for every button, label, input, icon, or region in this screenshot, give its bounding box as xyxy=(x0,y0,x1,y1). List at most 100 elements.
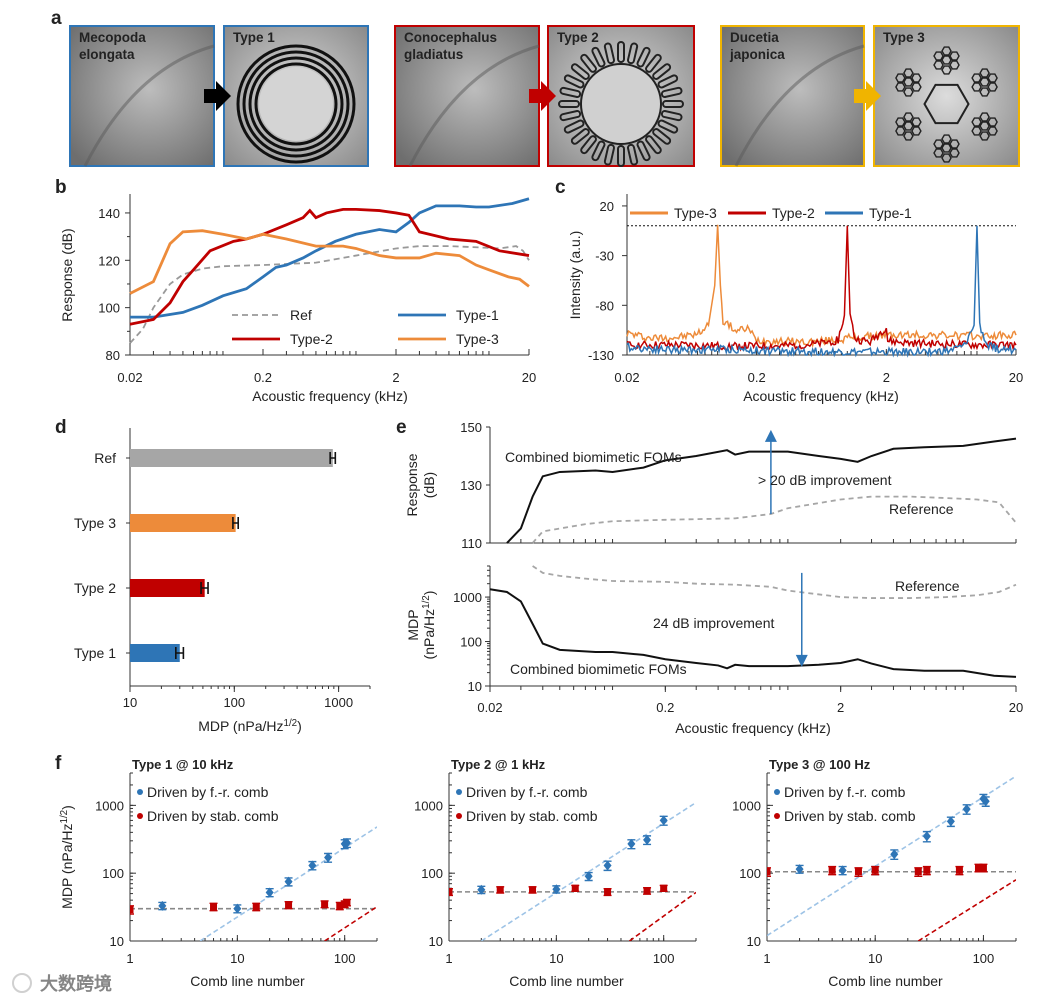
y-axis-label: (nPa/Hz1/2) xyxy=(421,591,437,660)
comb-tooth xyxy=(657,74,679,89)
legend-entry: Type-3 xyxy=(456,331,499,347)
image-label: Ducetia xyxy=(730,30,779,45)
y-axis-label: Intensity (a.u.) xyxy=(567,231,583,320)
image-label: elongata xyxy=(79,47,135,62)
comb-tooth xyxy=(617,41,625,63)
y-axis-label: Response xyxy=(404,453,420,516)
bar-type-2 xyxy=(130,579,205,597)
data-point xyxy=(838,865,847,876)
hex-cell xyxy=(949,60,960,70)
data-point xyxy=(871,866,879,874)
comb-tooth xyxy=(645,53,662,73)
x-tick-label: 0.2 xyxy=(748,370,766,385)
hex-cell xyxy=(933,148,944,158)
data-point xyxy=(342,837,351,848)
panel-a-images: Mecopoda elongata Type 1 Conocephalus gladia… xyxy=(69,25,1020,167)
legend-entry: Driven by stab. comb xyxy=(784,808,916,824)
image-insect: Ducetia japonica xyxy=(720,25,865,167)
error-bar xyxy=(329,452,337,464)
panel-c-chart: 0.02 0.2 2 20 -130 -80 -30 20 Acoustic frequency… xyxy=(567,194,1023,404)
comb-tooth xyxy=(591,140,606,162)
comb-tooth xyxy=(580,135,597,155)
series-label: Combined biomimetic FOMs xyxy=(510,661,687,677)
x-axis-label: Acoustic frequency (kHz) xyxy=(743,388,899,404)
annotation: 24 dB improvement xyxy=(653,615,775,631)
watermark-logo-icon xyxy=(12,973,32,993)
hex-cell xyxy=(911,82,922,92)
x-tick-label: 100 xyxy=(334,951,356,966)
image-frame xyxy=(720,25,865,167)
comb-tooth xyxy=(652,63,672,80)
y-tick-label: 20 xyxy=(600,199,614,214)
ring xyxy=(254,62,338,146)
data-point xyxy=(324,852,333,863)
hex-cell xyxy=(933,60,944,70)
y-tick-label: 100 xyxy=(421,866,443,881)
data-point xyxy=(659,815,668,826)
data-point xyxy=(158,900,167,911)
axis-label-superscript: 1/2 xyxy=(421,595,432,609)
y-tick-label: -80 xyxy=(595,298,614,313)
comb-tooth xyxy=(627,143,639,166)
arrow-icon xyxy=(204,81,231,111)
comb-tooth xyxy=(662,100,684,108)
x-tick-label: 2 xyxy=(883,370,890,385)
axis-label-main: (nPa/Hz xyxy=(421,609,437,660)
series-line-ref xyxy=(129,245,530,344)
legend-marker xyxy=(137,789,143,795)
y-tick-label: 10 xyxy=(747,934,761,949)
panel-e-chart: 110 130 150 Combined biomimetic FOMs Referen… xyxy=(404,420,1023,736)
hex-cell xyxy=(911,117,922,127)
data-point xyxy=(449,888,453,896)
data-point xyxy=(795,864,804,875)
chart-title: Type 2 @ 1 kHz xyxy=(451,757,546,772)
comb-tooth xyxy=(645,135,662,155)
hex-cell xyxy=(903,77,914,87)
x-tick-label: 100 xyxy=(653,951,675,966)
plot-area xyxy=(449,801,696,941)
x-tick-label: 0.2 xyxy=(254,370,272,385)
legend-entry: Type-2 xyxy=(772,205,815,221)
data-point xyxy=(130,906,134,914)
axis-label-main: MDP (nPa/Hz xyxy=(198,718,283,734)
x-tick-label: 100 xyxy=(973,951,995,966)
x-tick-label: 20 xyxy=(522,370,536,385)
image-label: Type 1 xyxy=(233,30,275,45)
hex-cell xyxy=(971,82,982,92)
comb-tooth xyxy=(657,119,679,134)
error-bar xyxy=(130,905,134,915)
data-point xyxy=(571,884,579,892)
hex-cell xyxy=(987,117,998,127)
error-bar xyxy=(200,582,209,594)
legend-marker xyxy=(774,813,780,819)
comb-tooth xyxy=(559,110,582,122)
image-rings: Type 1 xyxy=(223,25,369,167)
data-point xyxy=(603,860,612,871)
data-point xyxy=(854,868,862,876)
hex-cell xyxy=(971,117,982,127)
data-point xyxy=(974,864,982,872)
data-point xyxy=(210,903,218,911)
data-point xyxy=(584,871,593,882)
legend-entry: Type-1 xyxy=(869,205,912,221)
x-axis-label: Acoustic frequency (kHz) xyxy=(252,388,408,404)
panel-label-a: a xyxy=(51,8,62,29)
axis-label-tail: ) xyxy=(421,591,437,596)
y-tick-label: 1000 xyxy=(414,798,443,813)
x-tick-label: 20 xyxy=(1009,370,1023,385)
panel-label-b: b xyxy=(55,177,67,198)
x-tick-label: 10 xyxy=(549,951,563,966)
hex-cell xyxy=(949,148,960,158)
data-point xyxy=(979,864,987,872)
legend-entry: Driven by f.-r. comb xyxy=(466,784,588,800)
legend-entry: Type-2 xyxy=(290,331,333,347)
chart-title: Type 1 @ 10 kHz xyxy=(132,757,234,772)
hex-cell xyxy=(971,126,982,136)
hex-cell xyxy=(941,55,952,65)
hex-cell xyxy=(979,68,990,78)
comb-tooth xyxy=(660,86,683,98)
x-tick-label: 0.02 xyxy=(117,370,142,385)
axis-label-tail: ) xyxy=(297,718,302,734)
series-line xyxy=(489,588,1017,678)
